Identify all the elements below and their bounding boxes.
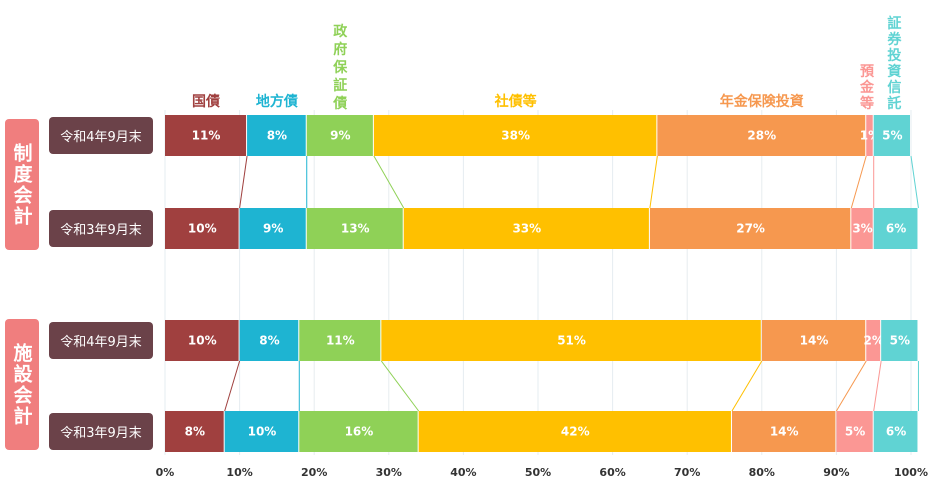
bar-value-label: 8% [267,129,287,143]
bar-segment [418,411,731,452]
connector-line [649,155,658,209]
connector-line [224,360,241,412]
row-label: 令和3年9月末 [49,210,153,247]
bar-value-label: 3% [852,222,872,236]
bar-value-label: 51% [557,334,586,348]
bar-segment [306,115,373,156]
bar-segment [165,115,247,156]
row-label: 令和4年9月末 [49,117,153,154]
bar-value-label: 27% [736,222,765,236]
bar-segment [873,115,910,156]
connector-line [731,360,763,412]
bar-segment [299,320,381,361]
connector-line [380,360,420,412]
legend-label: 地方債 [256,93,298,110]
x-tick-label: 100% [894,466,928,479]
bar-segment [851,208,873,249]
bar-value-label: 6% [886,425,906,439]
bar-segment [873,411,918,452]
row-label: 令和4年9月末 [49,322,153,359]
bar-value-label: 2% [864,334,884,348]
bar-value-label: 6% [886,222,906,236]
x-tick-label: 0% [156,466,175,479]
group-label: 施設会計 [5,319,39,450]
x-tick-label: 60% [599,466,625,479]
connector-line [239,155,248,209]
x-tick-label: 40% [450,466,476,479]
bar-value-label: 9% [330,129,350,143]
bar-segment [873,208,918,249]
legend-label: 証券投資信託 [887,15,902,112]
bar-value-label: 5% [882,129,902,143]
connector-line [835,360,867,412]
bar-segment [836,411,873,452]
bar-segment [731,411,836,452]
bar-segment [239,208,306,249]
bar-value-label: 38% [501,129,530,143]
bar-value-label: 10% [188,222,217,236]
bar-segment [866,320,881,361]
bar-segment [866,115,873,156]
connector-line [373,155,405,209]
legend-label: 預金等 [859,64,875,112]
bar-segment [165,411,224,452]
row-label: 令和3年9月末 [49,413,153,450]
bar-segment [224,411,299,452]
bar-value-label: 13% [341,222,370,236]
bar-segment [381,320,761,361]
x-tick-label: 20% [301,466,327,479]
bar-segment [403,208,649,249]
bar-value-label: 42% [561,425,590,439]
bar-value-label: 8% [185,425,205,439]
connector-line [873,360,882,412]
legend-label: 社債等 [494,93,537,110]
bar-value-label: 28% [747,129,776,143]
bar-segment [165,208,239,249]
bar-value-label: 5% [890,334,910,348]
connector-line [850,155,867,209]
legend-label: 国債 [192,93,220,110]
bar-segment [299,411,418,452]
x-tick-label: 90% [823,466,849,479]
bar-segment [649,208,851,249]
bar-segment [239,320,299,361]
bar-value-label: 10% [248,425,277,439]
bar-segment [657,115,866,156]
bar-value-label: 16% [345,425,374,439]
legend-label: 政府保証債 [332,23,348,112]
bar-value-label: 33% [512,222,541,236]
bar-value-label: 8% [259,334,279,348]
group-label: 制度会計 [5,119,39,250]
connector-line [910,155,919,209]
bar-segment [165,320,239,361]
bar-value-label: 14% [800,334,829,348]
x-tick-label: 30% [376,466,402,479]
bar-segment [306,208,403,249]
bar-segment [247,115,306,156]
bar-value-label: 9% [263,222,283,236]
x-tick-label: 10% [226,466,252,479]
bar-value-label: 14% [770,425,799,439]
bar-value-label: 10% [188,334,217,348]
bar-segment [373,115,657,156]
x-tick-label: 70% [674,466,700,479]
bar-value-label: 5% [845,425,865,439]
x-tick-label: 50% [525,466,551,479]
bar-segment [881,320,918,361]
legend-label: 年金保険投資 [720,93,804,110]
bar-value-label: 11% [192,129,221,143]
bar-value-label: 11% [326,334,355,348]
bar-segment [761,320,866,361]
x-tick-label: 80% [749,466,775,479]
